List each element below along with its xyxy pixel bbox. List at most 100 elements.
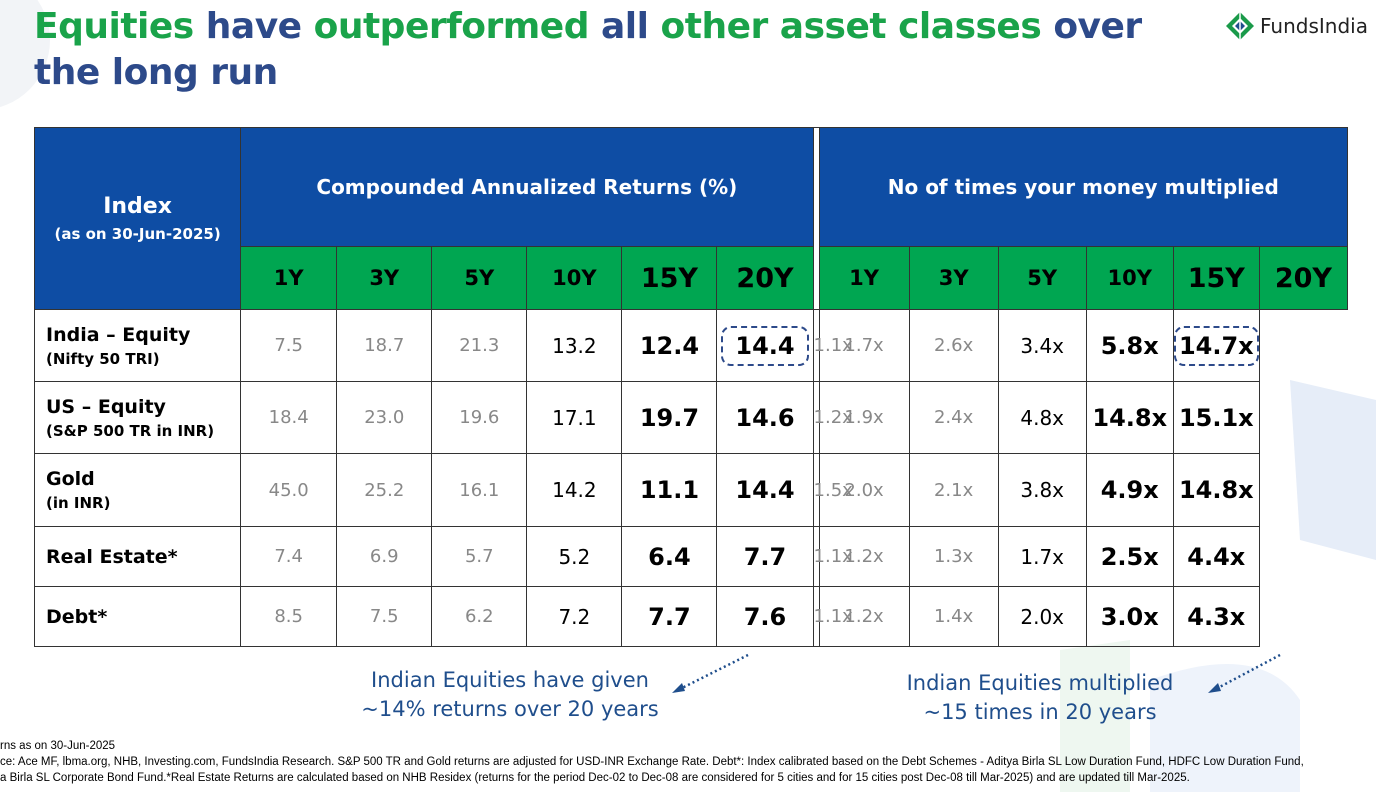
- title-part: all: [601, 6, 661, 47]
- row-subtitle: (Nifty 50 TRI): [46, 349, 160, 368]
- table-row: India – Equity (Nifty 50 TRI) 7.5 18.7 21.3 1…: [33, 309, 1348, 382]
- cell-value: 1.1x: [813, 335, 853, 356]
- multiple-cell: 1.9x: [818, 381, 910, 454]
- cell-value: 7.4: [274, 546, 303, 567]
- cell-value: 6.2: [464, 606, 494, 627]
- cell-value: 1.2x: [844, 606, 884, 627]
- cell-value: 2.1x: [933, 479, 974, 501]
- return-cell: 45.0: [240, 453, 338, 527]
- return-cell: 6.2: [431, 586, 528, 647]
- cell-value: 4.8x: [1020, 405, 1065, 430]
- return-cell: 18.7: [336, 309, 433, 382]
- logo-text: FundsIndia: [1260, 14, 1368, 38]
- return-cell: 7.6: [716, 586, 814, 647]
- multiplied-note-arrow: [1208, 653, 1281, 693]
- return-cell: 7.5: [336, 586, 433, 647]
- cell-value: 17.1: [552, 405, 597, 430]
- cell-value: 21.3: [459, 335, 500, 356]
- row-label: US – Equity (S&P 500 TR in INR): [33, 381, 242, 454]
- returns-table: Index (as on 30-Jun-2025) Compounded Ann…: [33, 127, 1349, 647]
- multiple-cell: 4.8x: [997, 381, 1087, 454]
- multiplied-note-line-1: Indian Equities multiplied: [906, 671, 1174, 695]
- row-label: Real Estate*: [33, 526, 242, 587]
- title-part: Equities: [34, 6, 206, 47]
- return-cell: 7.5: [240, 309, 338, 382]
- row-name: India – Equity: [46, 323, 191, 346]
- title-part: outperformed: [313, 6, 601, 47]
- cell-value: 7.6: [743, 602, 787, 631]
- return-cell: 19.7: [621, 381, 718, 454]
- multiple-cell: 1.7x: [997, 526, 1087, 587]
- fundsindia-logo-icon: [1226, 12, 1254, 40]
- return-cell: 13.2: [526, 309, 623, 382]
- logo: FundsIndia: [1224, 10, 1368, 42]
- cell-value: 7.5: [369, 606, 399, 627]
- return-cell: 23.0: [336, 381, 433, 454]
- index-header-label: Index: [103, 194, 172, 219]
- return-cell: 5.7: [431, 526, 528, 587]
- cell-value: 2.4x: [933, 407, 974, 428]
- returns-note: Indian Equities have given ~14% returns …: [340, 666, 680, 724]
- title-part: have: [205, 6, 314, 47]
- returns-note-line-1: Indian Equities have given: [371, 668, 649, 692]
- row-name: Debt*: [46, 605, 108, 628]
- footnote-line-1: rns as on 30-Jun-2025: [0, 740, 116, 752]
- footnote-line-2: ce: Ace MF, lbma.org, NHB, Investing.com…: [0, 756, 1304, 768]
- multiple-cell: 1.3x: [908, 526, 999, 587]
- multiple-cell: 1.1x: [812, 586, 853, 647]
- period-header: 15Y: [1172, 246, 1260, 310]
- return-cell: 16.1: [431, 453, 528, 527]
- cell-value: 7.5: [274, 335, 303, 356]
- index-header: Index (as on 30-Jun-2025): [33, 127, 242, 310]
- footnote-line-3: a Birla SL Corporate Bond Fund.*Real Est…: [0, 772, 1190, 784]
- multiple-cell: 2.6x: [908, 309, 999, 382]
- multiplied-note-line-2: ~15 times in 20 years: [923, 700, 1157, 724]
- multiple-cell: 4.4x: [1172, 526, 1260, 587]
- cell-value: 2.6x: [933, 335, 974, 356]
- cell-value: 18.4: [268, 407, 309, 428]
- cell-value: 45.0: [268, 479, 309, 501]
- table-row: Gold (in INR) 45.0 25.2 16.1 14.2 11.1 14.4 1.5x…: [33, 453, 1348, 527]
- cell-value: 6.9: [369, 546, 399, 567]
- multiple-cell: 1.2x: [818, 586, 910, 647]
- multiple-cell: 3.4x: [997, 309, 1087, 382]
- cell-value: 8.5: [274, 606, 303, 627]
- return-cell: 6.4: [621, 526, 718, 587]
- cell-value: 14.2: [552, 478, 597, 502]
- cell-value: 14.8x: [1092, 403, 1168, 432]
- row-subtitle: (in INR): [46, 494, 111, 512]
- return-cell: 6.9: [336, 526, 433, 587]
- return-cell: 18.4: [240, 381, 338, 454]
- period-header: 1Y: [240, 246, 338, 310]
- multiple-cell: 3.8x: [997, 453, 1087, 527]
- cell-value: 5.8x: [1100, 331, 1159, 360]
- cell-value: 16.1: [459, 479, 500, 501]
- title-part: other asset classes: [660, 6, 1054, 47]
- multiple-cell: 4.3x: [1172, 586, 1260, 647]
- multiple-cell: 2.0x: [997, 586, 1087, 647]
- cell-value: 1.1x: [813, 606, 853, 627]
- cell-value: 2.0x: [844, 479, 884, 501]
- multiple-cell: 14.8x: [1172, 453, 1260, 527]
- period-header: 5Y: [431, 246, 528, 310]
- cell-value: 4.3x: [1187, 602, 1246, 631]
- cell-value: 14.8x: [1178, 476, 1254, 504]
- cell-value: 13.2: [552, 333, 597, 358]
- return-cell: 11.1: [621, 453, 718, 527]
- multiple-cell: 3.0x: [1085, 586, 1174, 647]
- cell-value: 2.0x: [1020, 604, 1065, 629]
- return-cell: 14.4: [716, 309, 814, 382]
- cell-value: 15.1x: [1178, 403, 1254, 432]
- row-name: Gold: [46, 468, 95, 490]
- cell-value: 3.8x: [1020, 478, 1065, 502]
- cell-value: 14.4: [735, 476, 795, 504]
- cell-value: 1.5x: [813, 479, 853, 501]
- cell-value: 2.5x: [1100, 542, 1159, 571]
- cell-value: 7.2: [558, 604, 591, 629]
- cell-value: 1.2x: [813, 407, 853, 428]
- cell-value: 25.2: [364, 479, 405, 501]
- returns-note-arrow: [672, 653, 749, 693]
- period-header: 10Y: [526, 246, 623, 310]
- footnote: rns as on 30-Jun-2025 ce: Ace MF, lbma.o…: [0, 738, 1376, 786]
